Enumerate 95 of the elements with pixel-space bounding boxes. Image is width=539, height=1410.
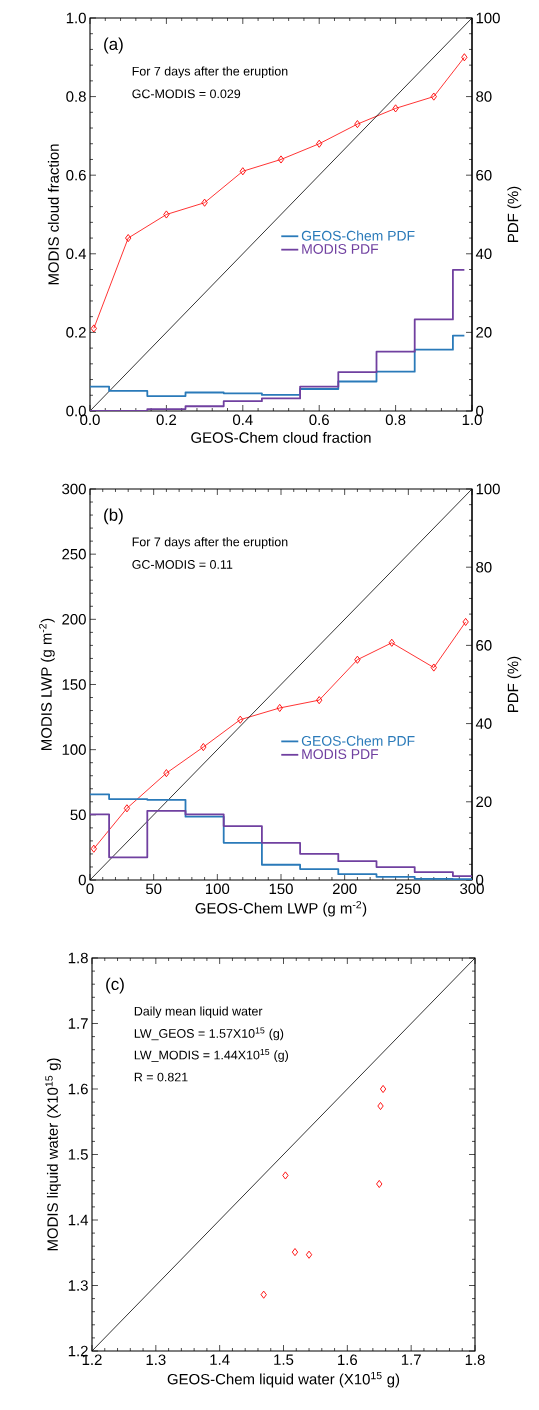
point [260,1290,267,1299]
annotation: (a) [104,37,123,54]
point [237,715,244,724]
y-tick-label: 1.5 [68,1149,88,1160]
y-axis-title: MODIS cloud fraction [47,144,59,285]
point [201,198,208,207]
point [316,696,323,705]
point [388,638,395,647]
y-tick-label: 0.8 [66,91,86,102]
x-tick-label: 200 [332,883,357,895]
x-axis-title: GEOS-Chem liquid water (X10$^{15}$ g) [167,1371,400,1388]
legend-label: GEOS-Chem PDF [301,735,415,746]
y-tick-label: 250 [62,548,86,560]
point [276,703,283,712]
x-tick-label: 0.6 [309,414,329,426]
annotation: LW_GEOS = 1.57X10$^{15}$ (g) [134,1027,284,1041]
y2-tick-label: 80 [476,91,492,102]
point [376,1179,383,1189]
y2-tick-label: 80 [476,561,492,573]
legend-label: MODIS PDF [302,244,379,254]
annotation: For 7 days after the eruption [132,537,288,549]
point [282,1171,289,1180]
point [377,1101,384,1111]
y-tick-label: 50 [70,809,86,821]
point [291,1248,299,1257]
x-tick-label: 0.8 [385,414,406,426]
annotation: GC-MODIS = 0.029 [132,89,241,99]
y2-tick-label: 100 [476,12,500,24]
y-tick-label: 1.7 [68,1018,88,1029]
x-tick-label: 0.4 [232,414,253,426]
y-axis-title: MODIS liquid water (X10$^{15}$ g) [45,1058,61,1251]
point [430,663,437,672]
annotation: LW_MODIS = 1.44X10$^{15}$ (g) [134,1049,289,1062]
x-axis-title: GEOS-Chem cloud fraction [191,431,371,443]
point [125,234,132,243]
x-tick-label: 150 [269,883,293,895]
x-tick-label: 0.2 [156,414,177,426]
point [461,53,468,62]
legend-label: MODIS PDF [302,749,379,760]
x-tick-label: 1.5 [274,1354,294,1365]
y-tick-label: 200 [62,614,86,625]
point [392,104,399,113]
y2-tick-label: 40 [475,718,492,729]
x-tick-label: 1.8 [465,1354,485,1366]
y2-tick-label: 40 [475,248,492,260]
y2-tick-label: 20 [476,796,492,808]
x-tick-label: 50 [145,883,162,895]
annotation: Daily mean liquid water [134,1006,263,1019]
y-tick-label: 1.0 [66,12,86,24]
point [379,1084,387,1094]
y2-tick-label: 60 [476,169,492,181]
y-axis-title: MODIS LWP (g m$^{-2}$) [39,618,55,750]
point [277,155,285,164]
x-tick-label: 100 [206,883,230,895]
y2-tick-label: 20 [476,327,492,338]
point [462,617,469,626]
y2-tick-label: 100 [476,483,500,495]
x-tick-label: 1.4 [210,1354,230,1365]
x-tick-label: 1.7 [401,1354,421,1365]
point [90,324,97,333]
y-tick-label: 0 [78,874,86,886]
point [200,743,207,752]
x-axis-title: GEOS-Chem LWP (g m$^{-2}$) [195,900,367,917]
annotation: R = 0.821 [134,1072,188,1082]
legend-label: GEOS-Chem PDF [301,230,415,241]
annotation: GC-MODIS = 0.11 [132,560,233,569]
y-tick-label: 1.3 [68,1280,88,1291]
y2-tick-label: 60 [476,640,492,651]
point [316,139,323,148]
point [90,844,97,853]
y-tick-label: 1.4 [68,1214,89,1226]
y-tick-label: 0.6 [66,169,86,181]
point [354,655,361,664]
point [163,210,170,219]
y-tick-label: 300 [62,483,86,495]
y-tick-label: 100 [62,744,86,755]
point [430,92,437,101]
point [354,120,361,129]
point [123,804,131,813]
y-tick-label: 0.2 [66,327,86,338]
annotation: (b) [104,508,123,525]
point [163,769,170,778]
y-tick-label: 150 [62,679,86,690]
y2-axis-title: PDF (%) [507,656,522,712]
x-tick-label: 250 [396,883,421,895]
y-tick-label: 1.8 [68,952,88,964]
y-tick-label: 1.6 [68,1083,88,1095]
x-tick-label: 1.6 [338,1354,358,1366]
y2-axis-title: PDF (%) [507,186,522,242]
annotation: (c) [106,977,124,994]
x-tick-label: 1.3 [146,1354,166,1366]
point [305,1250,313,1259]
annotation: For 7 days after the eruption [132,66,288,79]
point [239,167,246,176]
y-tick-label: 0.4 [66,248,87,260]
